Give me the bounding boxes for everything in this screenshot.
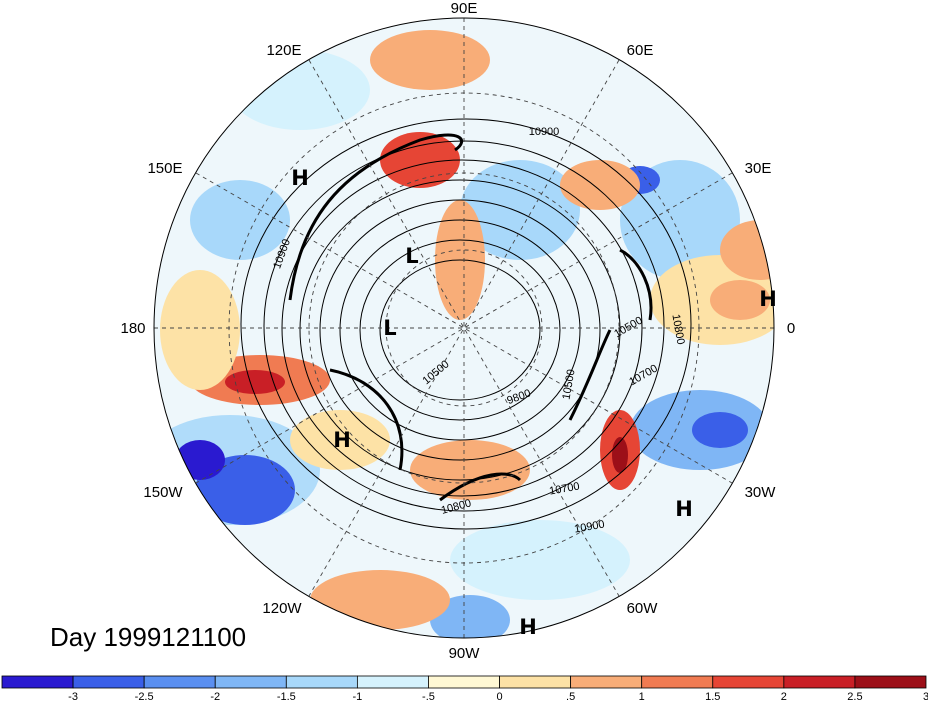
contour-label: 10700 [548,480,580,497]
lon-90w-label: 90W [449,645,481,662]
colorbar-swatch [428,675,500,689]
contour-label: 10800 [669,313,686,345]
lon-60w-label: 60W [627,600,659,617]
lon-30e-label: 30E [745,160,772,177]
colorbar-swatch [499,675,572,689]
colorbar-swatch [783,675,856,689]
map-border [153,17,775,639]
colorbar-tick-label: 2.5 [847,691,862,702]
colorbar-tick-label: 2 [781,691,787,702]
jet-contours [288,133,653,502]
lon-90e-label: 90E [451,0,478,17]
lon-150w-label: 150W [143,484,183,501]
graticule [154,18,774,638]
lon-150e-label: 150E [147,160,182,177]
colorbar-tick-label: 0 [496,691,502,702]
high-pressure-marker: H [759,287,777,311]
lon-30w-label: 30W [745,484,777,501]
colorbar-tick-label: 3 [923,691,928,702]
colorbar-tick-label: 1.5 [705,691,720,702]
colorbar-swatch [143,675,216,689]
lon-60e-label: 60E [627,42,654,59]
colorbar-tick-label: -2.5 [135,691,154,702]
colorbar-tick-label: 1 [639,691,645,702]
colorbar-swatch [1,675,74,689]
colorbar: -3 -2.5 -2 -1.5 -1 -.5 0 .5 1 1.5 2 2.5 3 [1,675,928,702]
contour-label: 10900 [573,518,605,535]
colorbar-tick-label: .5 [566,691,575,702]
colorbar-swatch [356,675,429,689]
colorbar-swatch [285,675,358,689]
colorbar-swatch [214,675,287,689]
low-pressure-marker: L [405,244,418,268]
colorbar-swatch [641,675,714,689]
high-pressure-marker: H [675,497,693,521]
colorbar-swatch [712,675,785,689]
high-pressure-marker: H [291,166,309,190]
lon-180-label: 180 [120,320,145,337]
lon-120e-label: 120E [266,42,301,59]
colorbar-swatch [72,675,145,689]
colorbar-tick-label: -.5 [422,691,435,702]
high-pressure-marker: H [333,428,351,452]
colorbar-tick-label: -2 [210,691,220,702]
anomaly-field [154,18,774,638]
contour-label: 10500 [560,368,577,400]
lon-0-label: 0 [787,320,795,337]
lon-120w-label: 120W [262,600,302,617]
colorbar-swatch [570,675,643,689]
colorbar-tick-label: -1 [352,691,362,702]
low-pressure-marker: L [383,316,396,340]
day-label: Day 1999121100 [50,622,246,652]
high-pressure-marker: H [519,615,537,639]
colorbar-swatch [854,675,927,689]
contour-label: 10900 [529,126,560,138]
colorbar-tick-label: -1.5 [277,691,296,702]
colorbar-tick-label: -3 [68,691,78,702]
